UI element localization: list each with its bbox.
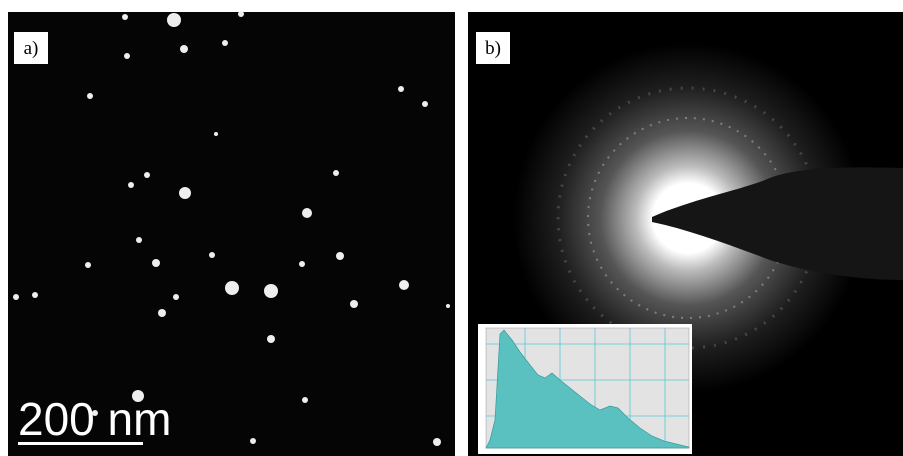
figure: a) 200 nm b) xyxy=(0,0,903,456)
panel-label: a) xyxy=(24,38,39,59)
intensity-inset xyxy=(478,324,692,454)
panel-a: a) 200 nm xyxy=(8,11,455,456)
panel-b: b) xyxy=(468,12,903,456)
micrograph xyxy=(8,12,455,456)
scale-bar xyxy=(18,442,143,445)
panel-label: b) xyxy=(485,38,501,59)
scale-bar-text: 200 nm xyxy=(18,393,171,445)
